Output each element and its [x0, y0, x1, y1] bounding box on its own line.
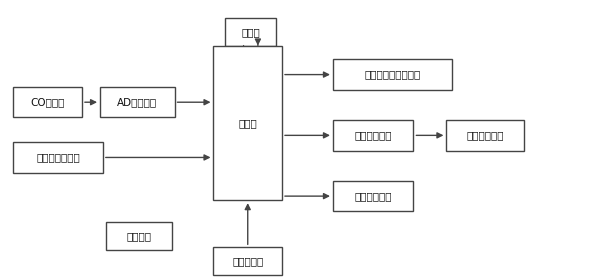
- Bar: [214, 247, 282, 275]
- Bar: [333, 120, 413, 151]
- Bar: [446, 120, 524, 151]
- Bar: [13, 87, 82, 117]
- Text: 单片机: 单片机: [238, 118, 257, 128]
- Text: 触摸屏: 触摸屏: [241, 27, 260, 37]
- Text: 电源电路: 电源电路: [126, 231, 151, 241]
- Bar: [106, 222, 172, 250]
- Text: 数字温度传感器: 数字温度传感器: [36, 152, 80, 162]
- Text: 声光报警电路: 声光报警电路: [355, 191, 392, 201]
- Text: 天窗驱动电路: 天窗驱动电路: [355, 130, 392, 140]
- Text: 看门狗电路: 看门狗电路: [232, 256, 263, 266]
- Text: 蓄电池电量指示电路: 蓄电池电量指示电路: [364, 69, 421, 80]
- Bar: [214, 45, 282, 200]
- Bar: [333, 181, 413, 211]
- Bar: [13, 142, 103, 173]
- Text: AD采集电路: AD采集电路: [117, 97, 157, 107]
- Text: CO传感器: CO传感器: [31, 97, 65, 107]
- Bar: [226, 18, 276, 45]
- Bar: [333, 59, 452, 90]
- Text: 天窗驱动电机: 天窗驱动电机: [466, 130, 504, 140]
- Bar: [100, 87, 175, 117]
